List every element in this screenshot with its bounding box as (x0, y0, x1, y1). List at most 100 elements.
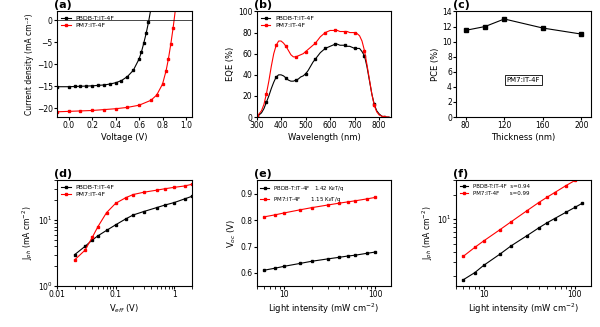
PM7:IT-4F (124, 105, 131, 109)
Text: (b): (b) (254, 0, 272, 10)
PM7:IT-4F      1.15 K$_B$T/q (324, 203, 331, 207)
PBDB-T:IT-4F  s=0.94 (535, 226, 542, 230)
PM7:IT-4F (380, 115, 388, 119)
PBDB-T:IT-4F (53, 85, 61, 89)
Legend: PBDB-T:IT-4F  s=0.94, PM7:IT-4F      s=0.99: PBDB-T:IT-4F s=0.94, PM7:IT-4F s=0.99 (459, 183, 531, 197)
Y-axis label: J$_{ph}$ (mA cm$^{-2}$): J$_{ph}$ (mA cm$^{-2}$) (20, 206, 35, 261)
Line: PM7:IT-4F: PM7:IT-4F (256, 29, 390, 118)
PBDB-T:IT-4F (181, 197, 188, 201)
PBDB-T:IT-4F  s=0.94 (578, 201, 586, 205)
X-axis label: Voltage (V): Voltage (V) (101, 133, 148, 142)
PBDB-T:IT-4F (124, 75, 131, 78)
PM7:IT-4F (100, 108, 107, 112)
PM7:IT-4F (65, 110, 73, 113)
PM7:IT-4F (153, 93, 160, 97)
PBDB-T:IT-4F (136, 57, 143, 61)
PBDB-T:IT-4F (118, 78, 125, 82)
PM7:IT-4F (277, 39, 284, 43)
PM7:IT-4F      s=0.99 (535, 201, 542, 205)
PBDB-T:IT-4F (65, 85, 73, 89)
PBDB-T:IT-4F (268, 87, 275, 91)
PBDB-T:IT-4F (138, 50, 145, 54)
Text: (d): (d) (55, 169, 73, 180)
X-axis label: Light intensity (mW cm$^{-2}$): Light intensity (mW cm$^{-2}$) (468, 302, 579, 317)
PM7:IT-4F      1.15 K$_B$T/q (372, 196, 379, 199)
X-axis label: Wavelength (nm): Wavelength (nm) (287, 133, 361, 142)
PBDB-T:IT-4F (103, 229, 110, 232)
PM7:IT-4F (302, 50, 309, 54)
Text: (e): (e) (254, 169, 272, 180)
PBDB-T:IT-4F (285, 78, 292, 82)
PM7:IT-4F (130, 193, 137, 197)
PBDB-T:IT-4F (71, 253, 78, 257)
PM7:IT-4F      s=0.99 (524, 209, 531, 213)
PBDB-T:IT-4F (82, 245, 89, 249)
PBDB-T:IT-4F (122, 217, 130, 221)
PM7:IT-4F      s=0.99 (551, 191, 558, 195)
PM7:IT-4F (188, 182, 196, 186)
PM7:IT-4F (140, 190, 147, 194)
PM7:IT-4F      s=0.99 (496, 228, 503, 232)
PM7:IT-4F (82, 248, 89, 252)
PBDB-T:IT-4F (71, 85, 78, 89)
PBDB-T:IT-4F (253, 114, 260, 118)
Line: PM7:IT-4F: PM7:IT-4F (73, 183, 193, 261)
PBDB-T:IT-4F (380, 115, 388, 119)
PBDB-T:IT-4F  s=0.94 (562, 210, 569, 214)
X-axis label: Light intensity (mW cm$^{-2}$): Light intensity (mW cm$^{-2}$) (268, 302, 380, 317)
PM7:IT-4F (169, 26, 176, 30)
PBDB-T:IT-4F   1.42 K$_B$T/q (296, 262, 304, 266)
Line: PBDB-T:IT-4F   1.42 K$_B$T/q: PBDB-T:IT-4F 1.42 K$_B$T/q (262, 251, 377, 272)
PBDB-T:IT-4F (143, 31, 150, 35)
PM7:IT-4F      1.15 K$_B$T/q (363, 197, 370, 201)
PM7:IT-4F      1.15 K$_B$T/q (296, 208, 304, 212)
PBDB-T:IT-4F   1.42 K$_B$T/q (260, 268, 268, 272)
PBDB-T:IT-4F   1.42 K$_B$T/q (352, 253, 359, 257)
PBDB-T:IT-4F (140, 41, 148, 45)
PBDB-T:IT-4F (89, 238, 96, 242)
Line: PM7:IT-4F      s=0.99: PM7:IT-4F s=0.99 (462, 175, 584, 258)
PBDB-T:IT-4F   1.42 K$_B$T/q (363, 251, 370, 255)
PM7:IT-4F (136, 103, 143, 107)
PM7:IT-4F      1.15 K$_B$T/q (335, 201, 343, 205)
Line: PM7:IT-4F      1.15 K$_B$T/q: PM7:IT-4F 1.15 K$_B$T/q (262, 196, 377, 218)
PBDB-T:IT-4F (83, 84, 90, 88)
PBDB-T:IT-4F (385, 115, 392, 119)
Line: PBDB-T:IT-4F  s=0.94: PBDB-T:IT-4F s=0.94 (462, 202, 584, 281)
PBDB-T:IT-4F (106, 82, 113, 86)
PBDB-T:IT-4F  s=0.94 (524, 233, 531, 237)
PBDB-T:IT-4F (130, 213, 137, 217)
X-axis label: Thickness (nm): Thickness (nm) (491, 133, 556, 142)
PM7:IT-4F (153, 188, 160, 192)
Y-axis label: EQE (%): EQE (%) (226, 47, 235, 81)
PM7:IT-4F (112, 201, 119, 205)
PBDB-T:IT-4F (112, 81, 119, 85)
PM7:IT-4F (122, 196, 130, 199)
PM7:IT-4F      1.15 K$_B$T/q (308, 206, 315, 210)
PBDB-T:IT-4F (89, 84, 96, 88)
PBDB-T:IT-4F (94, 234, 101, 238)
Text: (a): (a) (55, 0, 72, 10)
PBDB-T:IT-4F  s=0.94 (496, 252, 503, 256)
Y-axis label: PCE (%): PCE (%) (431, 48, 440, 81)
PM7:IT-4F (165, 57, 172, 61)
PBDB-T:IT-4F  s=0.94 (508, 244, 515, 248)
PM7:IT-4F (89, 109, 96, 112)
PBDB-T:IT-4F (331, 42, 338, 46)
PM7:IT-4F      1.15 K$_B$T/q (280, 211, 287, 215)
PBDB-T:IT-4F  s=0.94 (460, 278, 467, 282)
Line: PBDB-T:IT-4F: PBDB-T:IT-4F (256, 43, 390, 118)
PM7:IT-4F (268, 64, 275, 68)
PM7:IT-4F (253, 114, 260, 118)
PM7:IT-4F (103, 211, 110, 215)
PBDB-T:IT-4F (130, 68, 137, 72)
Line: PM7:IT-4F: PM7:IT-4F (56, 0, 187, 113)
PBDB-T:IT-4F (277, 73, 284, 77)
PBDB-T:IT-4F (302, 72, 309, 76)
PM7:IT-4F      s=0.99 (508, 220, 515, 224)
PM7:IT-4F (385, 115, 392, 119)
PM7:IT-4F      1.15 K$_B$T/q (344, 200, 352, 204)
PM7:IT-4F      1.15 K$_B$T/q (260, 215, 268, 219)
PM7:IT-4F (77, 109, 84, 113)
Text: PM7:IT-4F: PM7:IT-4F (507, 77, 541, 83)
